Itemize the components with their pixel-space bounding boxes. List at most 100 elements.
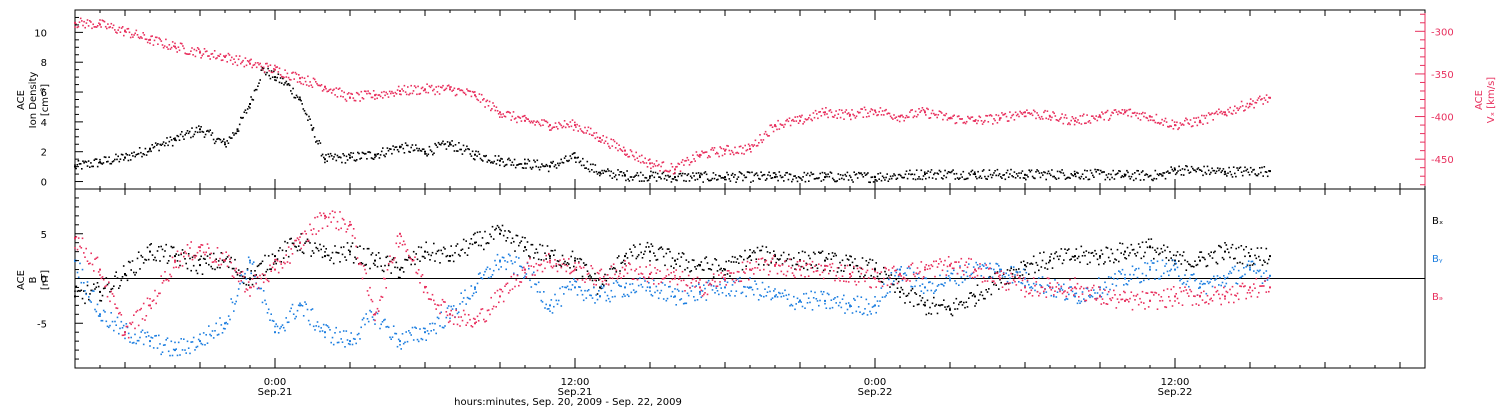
density-point bbox=[474, 154, 476, 156]
bx-sample bbox=[1235, 248, 1237, 250]
bx-sample bbox=[435, 253, 437, 255]
bz-sample bbox=[794, 277, 796, 279]
density-sample bbox=[1016, 173, 1018, 175]
bx-sample bbox=[843, 270, 845, 272]
bz-sample bbox=[239, 272, 241, 274]
bx-sample bbox=[365, 264, 367, 266]
vx-sample bbox=[120, 31, 122, 33]
by-sample bbox=[931, 290, 933, 292]
bz-sample bbox=[292, 253, 294, 255]
bz-sample bbox=[798, 265, 800, 267]
bz-sample bbox=[749, 262, 751, 264]
vx-sample bbox=[493, 105, 495, 107]
density-sample bbox=[1111, 177, 1113, 179]
bz-sample bbox=[985, 264, 987, 266]
by-sample bbox=[1019, 271, 1021, 273]
bz-sample bbox=[352, 235, 354, 237]
bz-sample bbox=[335, 228, 337, 230]
bz-sample bbox=[396, 243, 398, 245]
by-sample bbox=[782, 293, 784, 295]
density-sample bbox=[540, 166, 542, 168]
density-sample bbox=[631, 176, 633, 178]
by-sample bbox=[867, 314, 869, 316]
bx-sample bbox=[94, 288, 96, 290]
density-sample bbox=[404, 152, 406, 154]
by-sample bbox=[123, 325, 125, 327]
vx-sample bbox=[1009, 111, 1011, 113]
bx-sample bbox=[982, 295, 984, 297]
by-sample bbox=[919, 285, 921, 287]
bz-sample bbox=[916, 272, 918, 274]
density-sample bbox=[885, 177, 887, 179]
bz-sample bbox=[103, 279, 105, 281]
bz-sample bbox=[224, 260, 226, 262]
vx-sample bbox=[758, 142, 760, 144]
by-sample bbox=[253, 261, 255, 263]
bz-sample bbox=[544, 268, 546, 270]
bx-sample bbox=[1177, 251, 1179, 253]
bx-sample bbox=[866, 260, 868, 262]
bx-sample bbox=[452, 255, 454, 257]
bz-sample bbox=[513, 274, 515, 276]
density-sample bbox=[607, 168, 609, 170]
vx-sample bbox=[1094, 118, 1096, 120]
bx-sample bbox=[609, 268, 611, 270]
bz-sample bbox=[507, 283, 509, 285]
bz-sample bbox=[889, 277, 891, 279]
by-sample bbox=[1014, 274, 1016, 276]
vx-sample bbox=[214, 50, 216, 52]
vx-sample bbox=[81, 20, 83, 22]
density-sample bbox=[792, 179, 794, 181]
bx-sample bbox=[544, 252, 546, 254]
density-sample bbox=[1180, 169, 1182, 171]
bz-sample bbox=[872, 268, 874, 270]
vx-sample bbox=[98, 22, 100, 24]
by-sample bbox=[171, 341, 173, 343]
vx-sample bbox=[882, 110, 884, 112]
by-sample bbox=[193, 337, 195, 339]
bz-sample bbox=[265, 278, 267, 280]
by-sample bbox=[1212, 286, 1214, 288]
vx-sample bbox=[875, 112, 877, 114]
vx-sample bbox=[851, 109, 853, 111]
vx-sample bbox=[539, 124, 541, 126]
vx-sample bbox=[615, 147, 617, 149]
density-sample bbox=[685, 180, 687, 182]
bx-sample bbox=[233, 268, 235, 270]
by-sample bbox=[329, 329, 331, 331]
bz-sample bbox=[82, 238, 84, 240]
bx-sample bbox=[1018, 268, 1020, 270]
bz-sample bbox=[541, 264, 543, 266]
vx-sample bbox=[816, 113, 818, 115]
density-sample bbox=[270, 78, 272, 80]
density-sample bbox=[869, 182, 871, 184]
density-sample bbox=[551, 162, 553, 164]
density-sample bbox=[167, 145, 169, 147]
vx-sample bbox=[563, 126, 565, 128]
vx-sample bbox=[1025, 116, 1027, 118]
density-sample bbox=[312, 129, 314, 131]
by-sample bbox=[968, 263, 970, 265]
vx-sample bbox=[730, 153, 732, 155]
bx-sample bbox=[1237, 262, 1239, 264]
by-sample bbox=[152, 337, 154, 339]
by-sample bbox=[168, 351, 170, 353]
bx-sample bbox=[731, 261, 733, 263]
by-sample bbox=[230, 298, 232, 300]
bx-sample bbox=[952, 315, 954, 317]
density-sample bbox=[172, 145, 174, 147]
density-sample bbox=[440, 144, 442, 146]
by-sample bbox=[412, 327, 414, 329]
vx-sample bbox=[1035, 118, 1037, 120]
density-sample bbox=[1167, 170, 1169, 172]
bx-sample bbox=[1014, 276, 1016, 278]
vx-sample bbox=[743, 153, 745, 155]
bx-sample bbox=[975, 303, 977, 305]
density-sample bbox=[829, 176, 831, 178]
bx-sample bbox=[135, 272, 137, 274]
bz-sample bbox=[919, 271, 921, 273]
density-sample bbox=[1215, 172, 1217, 174]
bz-sample bbox=[622, 267, 624, 269]
bx-sample bbox=[413, 251, 415, 253]
vx-sample bbox=[351, 93, 353, 95]
